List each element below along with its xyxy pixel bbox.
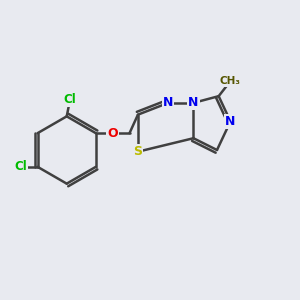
Text: CH₃: CH₃	[220, 76, 241, 86]
Text: N: N	[163, 96, 173, 110]
Text: S: S	[134, 145, 142, 158]
Text: O: O	[107, 127, 118, 140]
Text: N: N	[225, 115, 236, 128]
Text: Cl: Cl	[14, 160, 27, 173]
Text: N: N	[188, 96, 199, 110]
Text: Cl: Cl	[64, 93, 76, 106]
